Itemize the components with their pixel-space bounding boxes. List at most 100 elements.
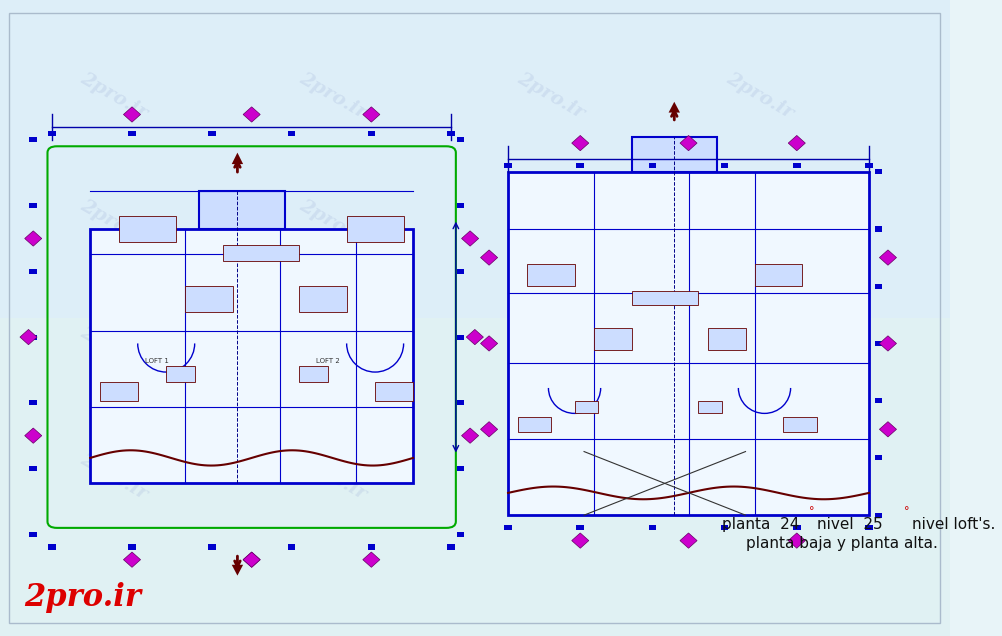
Polygon shape: [231, 153, 243, 164]
Bar: [48, 131, 56, 136]
Polygon shape: [680, 135, 697, 151]
Bar: [90, 229, 413, 483]
Polygon shape: [680, 533, 697, 548]
Bar: [875, 169, 882, 174]
Text: °: °: [810, 506, 815, 516]
Bar: [29, 466, 37, 471]
Bar: [457, 203, 464, 208]
Polygon shape: [243, 107, 261, 122]
Bar: [720, 525, 728, 530]
Text: 2pro.ir: 2pro.ir: [514, 196, 587, 249]
Text: 2pro.ir: 2pro.ir: [296, 323, 369, 377]
Bar: [593, 328, 631, 350]
Polygon shape: [231, 565, 243, 576]
Bar: [0, 318, 950, 636]
Bar: [447, 131, 455, 136]
Bar: [199, 191, 285, 229]
Bar: [518, 417, 551, 432]
Polygon shape: [789, 533, 806, 548]
Text: planta baja y planta alta.: planta baja y planta alta.: [745, 536, 938, 551]
Bar: [457, 269, 464, 274]
Bar: [368, 544, 375, 550]
Polygon shape: [481, 250, 498, 265]
Bar: [208, 544, 215, 550]
Bar: [347, 216, 404, 242]
Bar: [648, 163, 656, 168]
Bar: [447, 544, 455, 550]
Polygon shape: [243, 552, 261, 567]
Bar: [631, 137, 717, 172]
Bar: [875, 226, 882, 232]
Bar: [707, 328, 745, 350]
Bar: [574, 401, 598, 413]
Text: 2pro.ir: 2pro.ir: [296, 450, 369, 504]
Polygon shape: [481, 422, 498, 437]
Text: 2pro.ir: 2pro.ir: [723, 450, 797, 504]
Bar: [755, 264, 803, 286]
Bar: [288, 544, 296, 550]
Bar: [185, 286, 232, 312]
Text: 2pro.ir: 2pro.ir: [723, 323, 797, 377]
Bar: [793, 163, 801, 168]
Bar: [118, 216, 175, 242]
Bar: [300, 286, 347, 312]
Bar: [865, 525, 873, 530]
Bar: [48, 544, 56, 550]
Bar: [368, 131, 375, 136]
Text: planta  24: planta 24: [721, 517, 800, 532]
Polygon shape: [243, 552, 261, 567]
Polygon shape: [880, 250, 897, 265]
Text: 2pro.ir: 2pro.ir: [723, 196, 797, 249]
Bar: [784, 417, 817, 432]
Text: nivel  25: nivel 25: [817, 517, 883, 532]
Text: LOFT 1: LOFT 1: [144, 357, 168, 364]
Bar: [631, 291, 698, 305]
Polygon shape: [481, 336, 498, 351]
Bar: [29, 137, 37, 142]
Polygon shape: [123, 107, 140, 122]
Text: 2pro.ir: 2pro.ir: [296, 69, 369, 122]
Bar: [128, 131, 136, 136]
Bar: [166, 366, 194, 382]
Bar: [223, 245, 300, 261]
Text: 2pro.ir: 2pro.ir: [296, 196, 369, 249]
Bar: [457, 137, 464, 142]
Polygon shape: [25, 428, 42, 443]
Bar: [457, 335, 464, 340]
Bar: [29, 335, 37, 340]
Bar: [100, 382, 137, 401]
Text: 2pro.ir: 2pro.ir: [77, 69, 150, 122]
Bar: [698, 401, 721, 413]
Polygon shape: [25, 231, 42, 246]
Text: nivel loft's.: nivel loft's.: [912, 517, 995, 532]
Polygon shape: [20, 329, 37, 345]
Bar: [375, 382, 413, 401]
Text: 2pro.ir: 2pro.ir: [77, 196, 150, 249]
Bar: [128, 544, 136, 550]
Bar: [29, 203, 37, 208]
Polygon shape: [789, 135, 806, 151]
Polygon shape: [363, 107, 380, 122]
Bar: [875, 284, 882, 289]
Polygon shape: [466, 329, 483, 345]
Bar: [208, 131, 215, 136]
Text: 2pro.ir: 2pro.ir: [723, 69, 797, 122]
Bar: [300, 366, 328, 382]
Polygon shape: [668, 102, 680, 113]
Text: 2pro.ir: 2pro.ir: [24, 583, 140, 613]
Bar: [648, 525, 656, 530]
Polygon shape: [880, 336, 897, 351]
Bar: [504, 163, 512, 168]
Polygon shape: [572, 135, 589, 151]
Bar: [875, 398, 882, 403]
Polygon shape: [462, 428, 479, 443]
Bar: [576, 163, 584, 168]
Bar: [457, 532, 464, 537]
Bar: [457, 400, 464, 405]
Polygon shape: [363, 552, 380, 567]
Text: LOFT 2: LOFT 2: [316, 357, 340, 364]
Polygon shape: [123, 552, 140, 567]
Bar: [875, 513, 882, 518]
Polygon shape: [880, 422, 897, 437]
Bar: [29, 532, 37, 537]
